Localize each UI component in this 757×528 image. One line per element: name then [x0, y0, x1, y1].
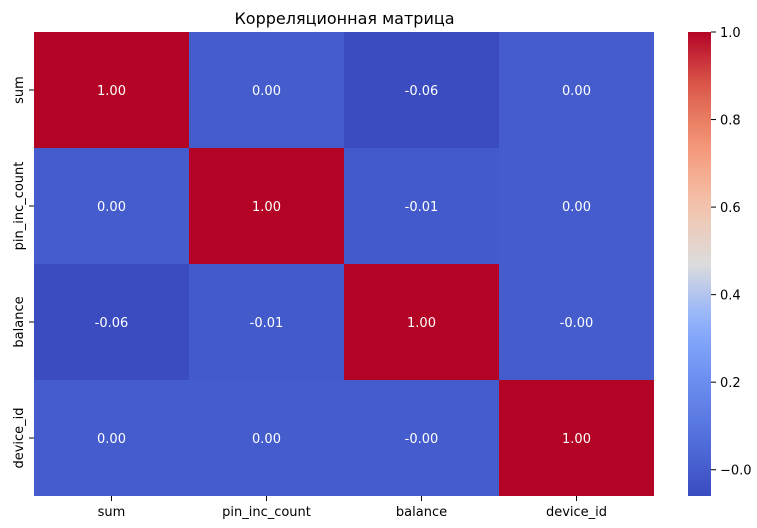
cell-annotation: 1.00 — [562, 432, 591, 447]
heatmap-cell — [189, 380, 344, 496]
colorbar-ticks: −0.0 0.2 0.4 0.6 0.8 1.0 — [711, 26, 752, 479]
cell-annotation: 1.00 — [407, 316, 436, 331]
cell-annotation: -0.01 — [250, 316, 284, 331]
heatmap-cell — [189, 264, 344, 380]
cell-annotation: -0.06 — [405, 84, 439, 99]
heatmap-cell — [499, 264, 654, 380]
x-tick-label: balance — [396, 505, 447, 520]
x-tick-label: sum — [98, 505, 126, 520]
cell-annotation: 0.00 — [97, 200, 126, 215]
colorbar-tick-label: 0.6 — [720, 201, 741, 216]
colorbar — [688, 32, 711, 496]
y-tick-label: pin_inc_count — [12, 162, 27, 251]
cell-annotation: 1.00 — [252, 200, 281, 215]
x-axis-ticks: sum pin_inc_count balance device_id — [98, 496, 607, 520]
cell-annotation: 0.00 — [252, 432, 281, 447]
colorbar-tick-label: −0.0 — [720, 464, 752, 479]
cell-annotation: -0.01 — [405, 200, 439, 215]
heatmap-cell — [34, 380, 189, 496]
heatmap-cell — [189, 148, 344, 264]
heatmap-cell — [344, 380, 499, 496]
heatmap-cell — [34, 148, 189, 264]
heatmap-cell — [499, 32, 654, 148]
heatmap-cell — [499, 148, 654, 264]
cell-annotation: 0.00 — [97, 432, 126, 447]
heatmap-cells — [34, 32, 654, 496]
heatmap-cell — [34, 32, 189, 148]
heatmap-annotations: 1.00 0.00 -0.06 0.00 0.00 1.00 -0.01 0.00 -0.06 -… — [95, 84, 594, 447]
cell-annotation: -0.00 — [405, 432, 439, 447]
y-tick-label: device_id — [12, 407, 27, 468]
x-tick-label: pin_inc_count — [222, 505, 311, 520]
y-tick-label: balance — [12, 296, 27, 347]
cell-annotation: 1.00 — [97, 84, 126, 99]
colorbar-tick-label: 0.4 — [720, 289, 741, 304]
x-tick-label: device_id — [546, 505, 607, 520]
cell-annotation: 0.00 — [252, 84, 281, 99]
heatmap-cell — [189, 32, 344, 148]
chart-title: Корреляционная матрица — [234, 9, 454, 28]
cell-annotation: -0.00 — [560, 316, 594, 331]
y-tick-label: sum — [12, 76, 27, 104]
colorbar-tick-label: 0.8 — [720, 114, 741, 129]
cell-annotation: -0.06 — [95, 316, 129, 331]
heatmap-cell — [344, 32, 499, 148]
colorbar-tick-label: 1.0 — [720, 26, 741, 41]
heatmap-cell — [499, 380, 654, 496]
heatmap-cell — [344, 264, 499, 380]
heatmap-cell — [344, 148, 499, 264]
colorbar-tick-label: 0.2 — [720, 376, 741, 391]
heatmap-cell — [34, 264, 189, 380]
cell-annotation: 0.00 — [562, 200, 591, 215]
cell-annotation: 0.00 — [562, 84, 591, 99]
